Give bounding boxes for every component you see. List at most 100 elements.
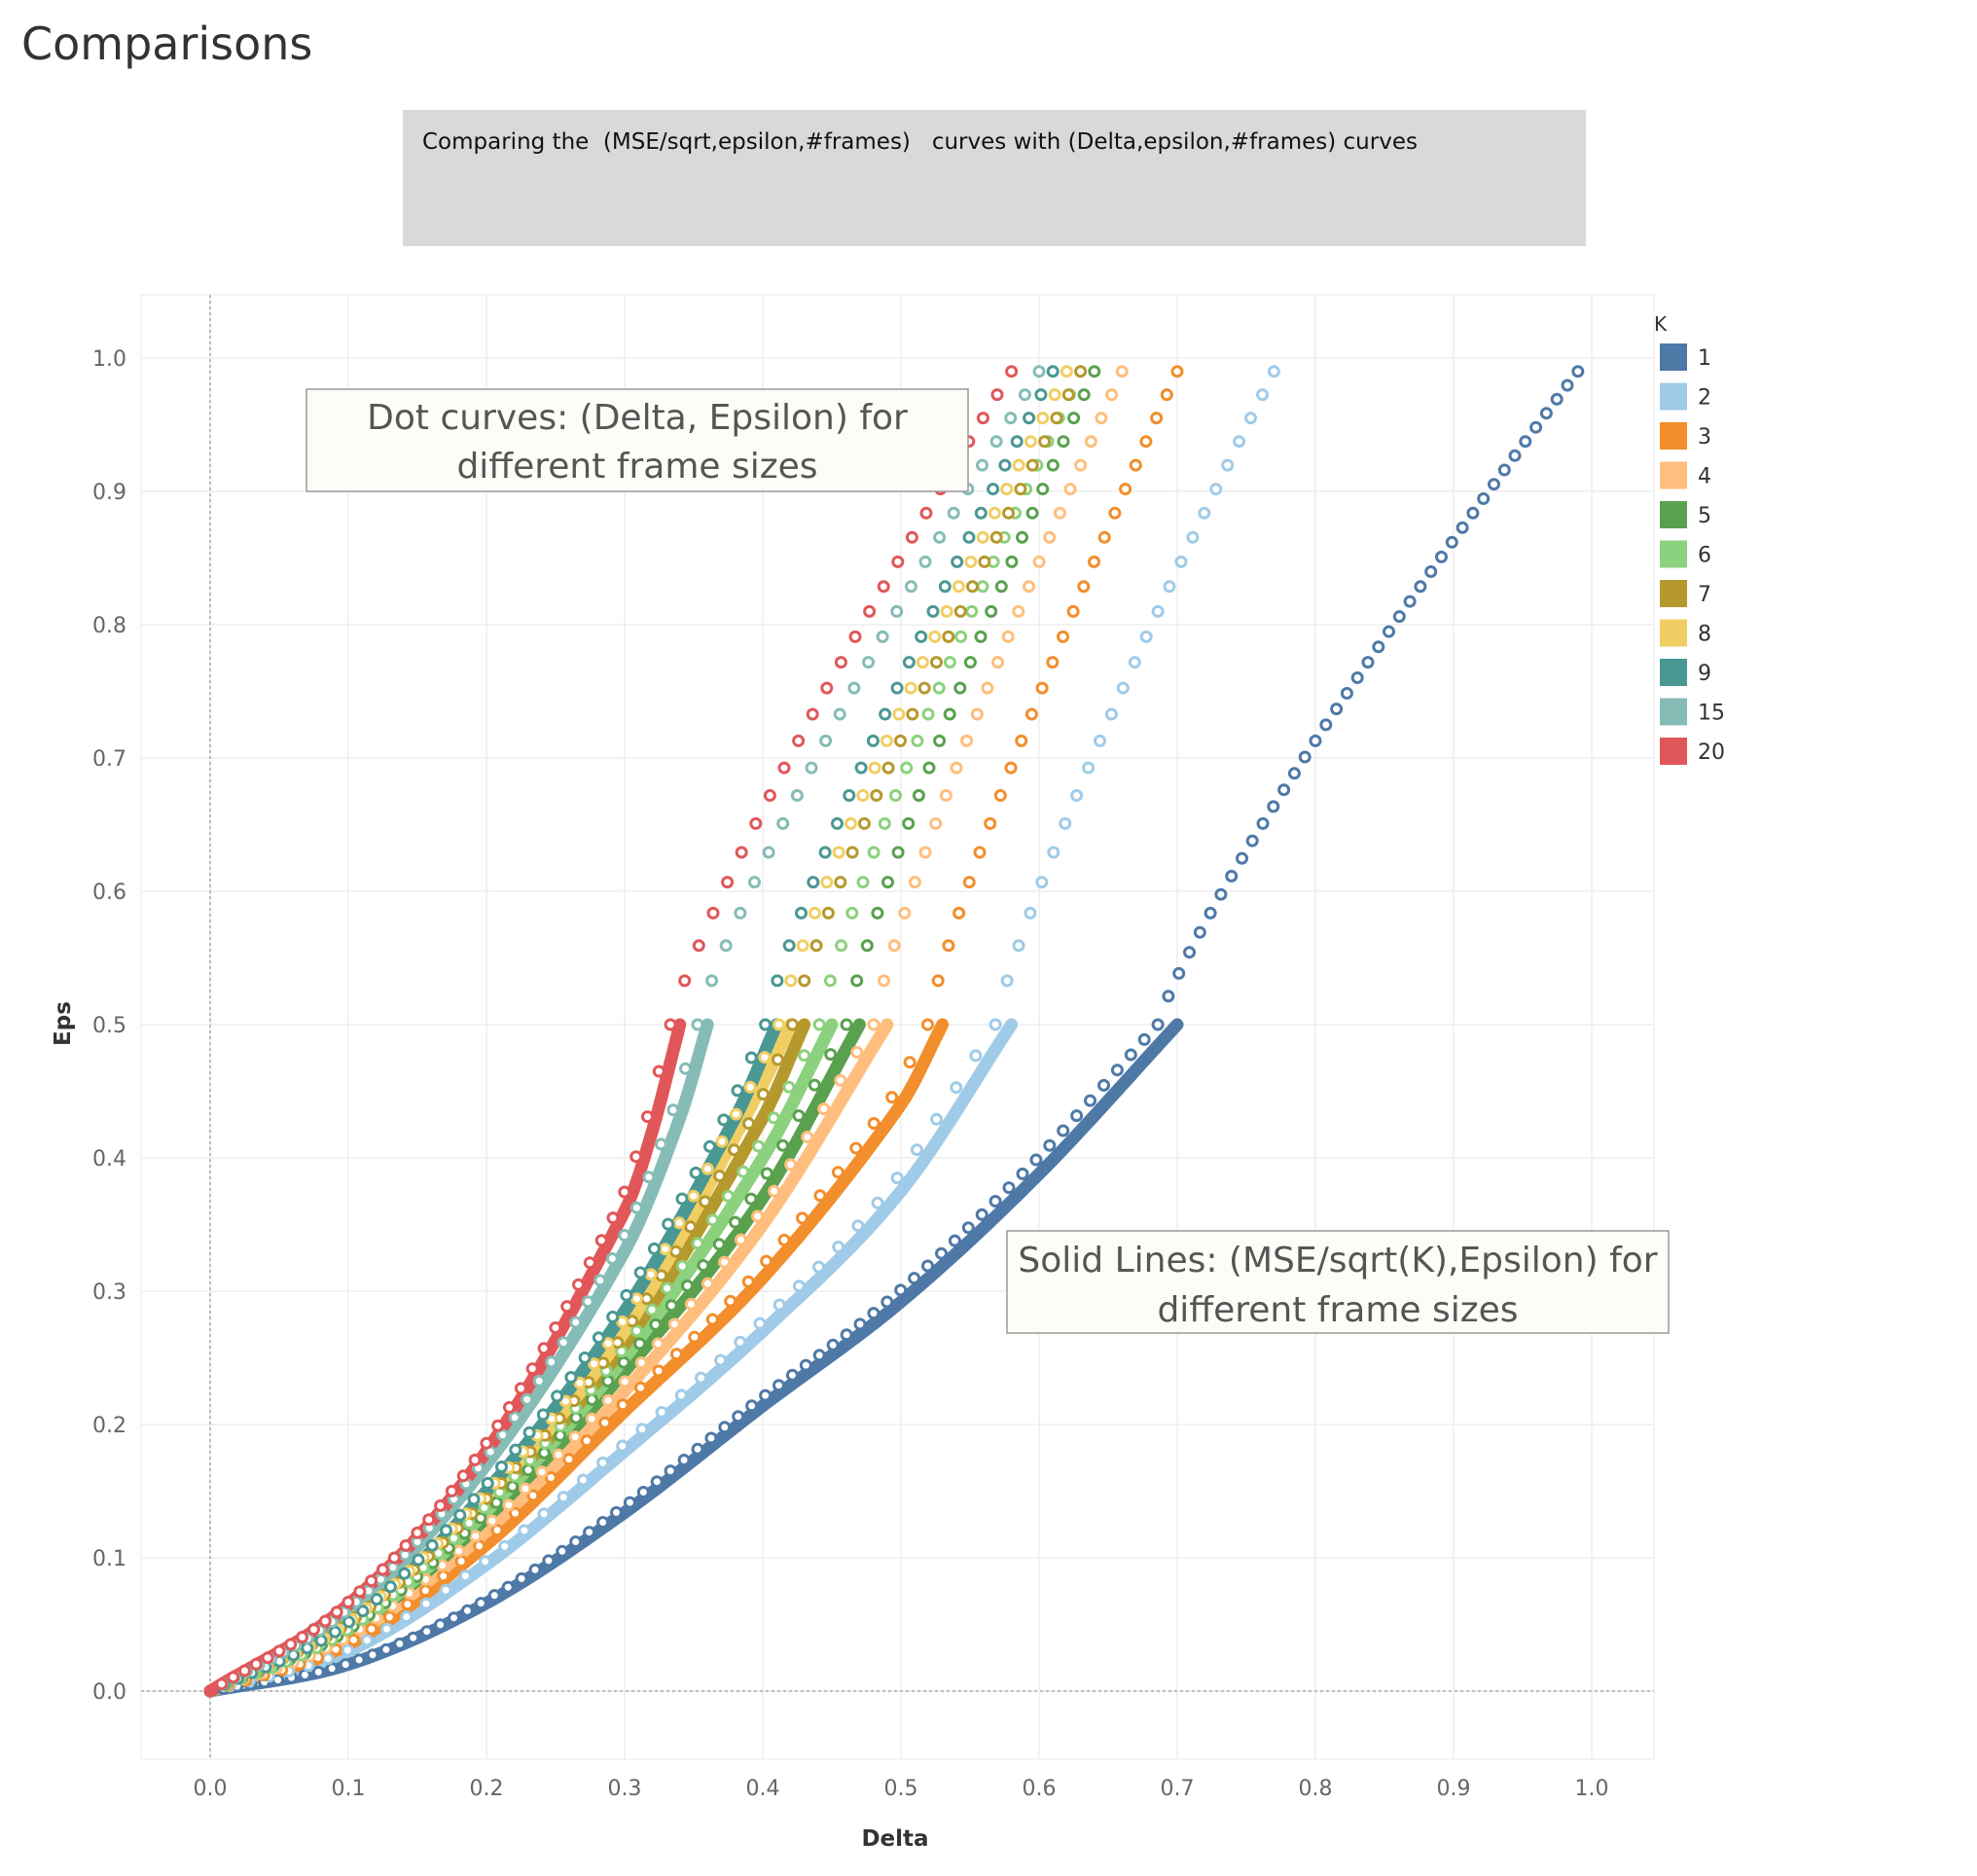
dot-point-k20 — [652, 1064, 665, 1078]
x-tick-label: 0.2 — [470, 1777, 504, 1801]
dot-point-k4 — [684, 1297, 698, 1311]
dot-point-k9 — [495, 1461, 508, 1473]
dot-point-k3 — [705, 1313, 719, 1326]
dot-point-k1 — [1508, 449, 1522, 462]
dot-point-k6 — [921, 707, 935, 721]
dot-point-k20 — [692, 939, 705, 953]
dot-point-k2 — [341, 1643, 354, 1657]
dot-point-k20 — [749, 816, 763, 830]
dot-point-k1 — [487, 1589, 501, 1603]
dot-point-k1 — [894, 1283, 908, 1297]
dot-point-k8 — [892, 707, 906, 721]
dot-point-k4 — [918, 846, 932, 859]
dot-point-k3 — [1015, 734, 1028, 747]
dot-point-k20 — [777, 761, 791, 775]
dot-point-k8 — [1060, 365, 1073, 379]
dot-point-k20 — [411, 1526, 424, 1539]
dot-point-k8 — [701, 1162, 714, 1175]
x-tick-label: 0.3 — [608, 1777, 642, 1801]
y-tick-label: 0.7 — [92, 747, 126, 772]
dot-point-k15 — [776, 816, 790, 830]
dot-point-k6 — [965, 604, 979, 618]
dot-point-k1 — [1497, 463, 1511, 477]
dot-point-k1 — [1298, 750, 1312, 764]
dot-point-k3 — [418, 1584, 432, 1598]
dot-point-k9 — [998, 458, 1012, 472]
dot-point-k20 — [422, 1513, 436, 1527]
dot-point-k1 — [1529, 420, 1543, 434]
dot-point-k6 — [706, 1213, 720, 1227]
annotation-solid-lines-line1: Solid Lines: (MSE/sqrt(K),Epsilon) for — [1018, 1241, 1657, 1281]
dot-point-k2 — [458, 1569, 472, 1583]
dot-point-k8 — [659, 1243, 672, 1256]
dot-point-k15 — [1032, 365, 1046, 379]
dot-point-k20 — [503, 1400, 516, 1414]
dot-point-k1 — [1277, 783, 1291, 797]
dot-point-k1 — [881, 1295, 894, 1309]
dot-point-k8 — [616, 1315, 629, 1328]
dot-point-k6 — [856, 876, 870, 889]
dot-point-k20 — [284, 1638, 298, 1651]
dot-point-k4 — [485, 1514, 499, 1528]
legend-label-k15: 15 — [1698, 702, 1725, 726]
x-tick-label: 0.6 — [1023, 1777, 1057, 1801]
dot-point-k9 — [866, 734, 880, 747]
legend-swatch-k7 — [1660, 580, 1687, 607]
dot-point-k1 — [1057, 1124, 1070, 1137]
dot-point-k9 — [592, 1331, 605, 1345]
dot-point-k1 — [448, 1611, 460, 1625]
dot-point-k1 — [501, 1580, 515, 1594]
dot-point-k20 — [848, 630, 862, 643]
dot-point-k1 — [1519, 435, 1532, 449]
dot-point-k1 — [434, 1618, 448, 1632]
dot-point-k8 — [672, 1216, 686, 1230]
dot-point-k4 — [519, 1482, 532, 1496]
dot-point-k4 — [1063, 483, 1077, 496]
legend-label-k8: 8 — [1698, 623, 1711, 647]
dot-point-k20 — [820, 681, 834, 695]
dot-point-k20 — [834, 656, 847, 669]
dot-point-k6 — [900, 761, 914, 775]
dot-point-k1 — [596, 1516, 610, 1529]
dot-point-k15 — [947, 506, 960, 520]
dot-point-k15 — [1018, 388, 1031, 402]
dot-point-k1 — [1002, 1181, 1016, 1195]
dot-point-k9 — [689, 1166, 702, 1179]
dot-point-k3 — [616, 1398, 629, 1412]
dot-point-k9 — [902, 656, 916, 669]
dot-point-k7 — [728, 1143, 740, 1157]
dot-point-k2 — [616, 1439, 629, 1453]
grid — [140, 294, 1655, 1760]
dot-point-k1 — [1137, 1032, 1151, 1046]
dot-point-k1 — [393, 1637, 407, 1650]
dot-point-k2 — [674, 1389, 688, 1402]
dot-point-k3 — [724, 1294, 737, 1308]
dot-point-k2 — [1186, 530, 1200, 544]
dot-point-k7 — [857, 816, 871, 830]
dot-point-k5 — [1016, 530, 1028, 544]
annotation-solid-lines-box — [1006, 1230, 1670, 1334]
dot-point-k2 — [1198, 506, 1211, 520]
dot-point-k2 — [695, 1371, 707, 1385]
dot-point-k3 — [942, 939, 955, 953]
annotation-solid-lines: Solid Lines: (MSE/sqrt(K),Epsilon) for d… — [1006, 1230, 1670, 1334]
dot-point-k1 — [1414, 580, 1427, 594]
dot-point-k6 — [835, 939, 848, 953]
dot-point-k1 — [515, 1571, 528, 1585]
axes: 0.0 0.1 0.2 0.3 0.4 0.5 0.6 0.7 0.8 0.9 1.0 0.0 0.1 0… — [51, 295, 1654, 1852]
dot-point-k5 — [712, 1238, 726, 1251]
dot-point-k3 — [1066, 604, 1080, 618]
dot-point-k1 — [379, 1642, 393, 1656]
dot-point-k1 — [1372, 640, 1385, 654]
dot-point-k3 — [1139, 435, 1153, 449]
dot-point-k9 — [467, 1493, 481, 1506]
dot-point-k2 — [1244, 412, 1257, 425]
dot-point-k7 — [798, 974, 811, 988]
dot-point-k20 — [641, 1110, 654, 1124]
dot-point-k15 — [819, 734, 833, 747]
dot-point-k1 — [1172, 966, 1186, 980]
dot-point-k3 — [1046, 656, 1060, 669]
dot-point-k5 — [649, 1317, 663, 1331]
dot-point-k1 — [623, 1496, 636, 1509]
legend-swatch-k3 — [1660, 422, 1687, 450]
